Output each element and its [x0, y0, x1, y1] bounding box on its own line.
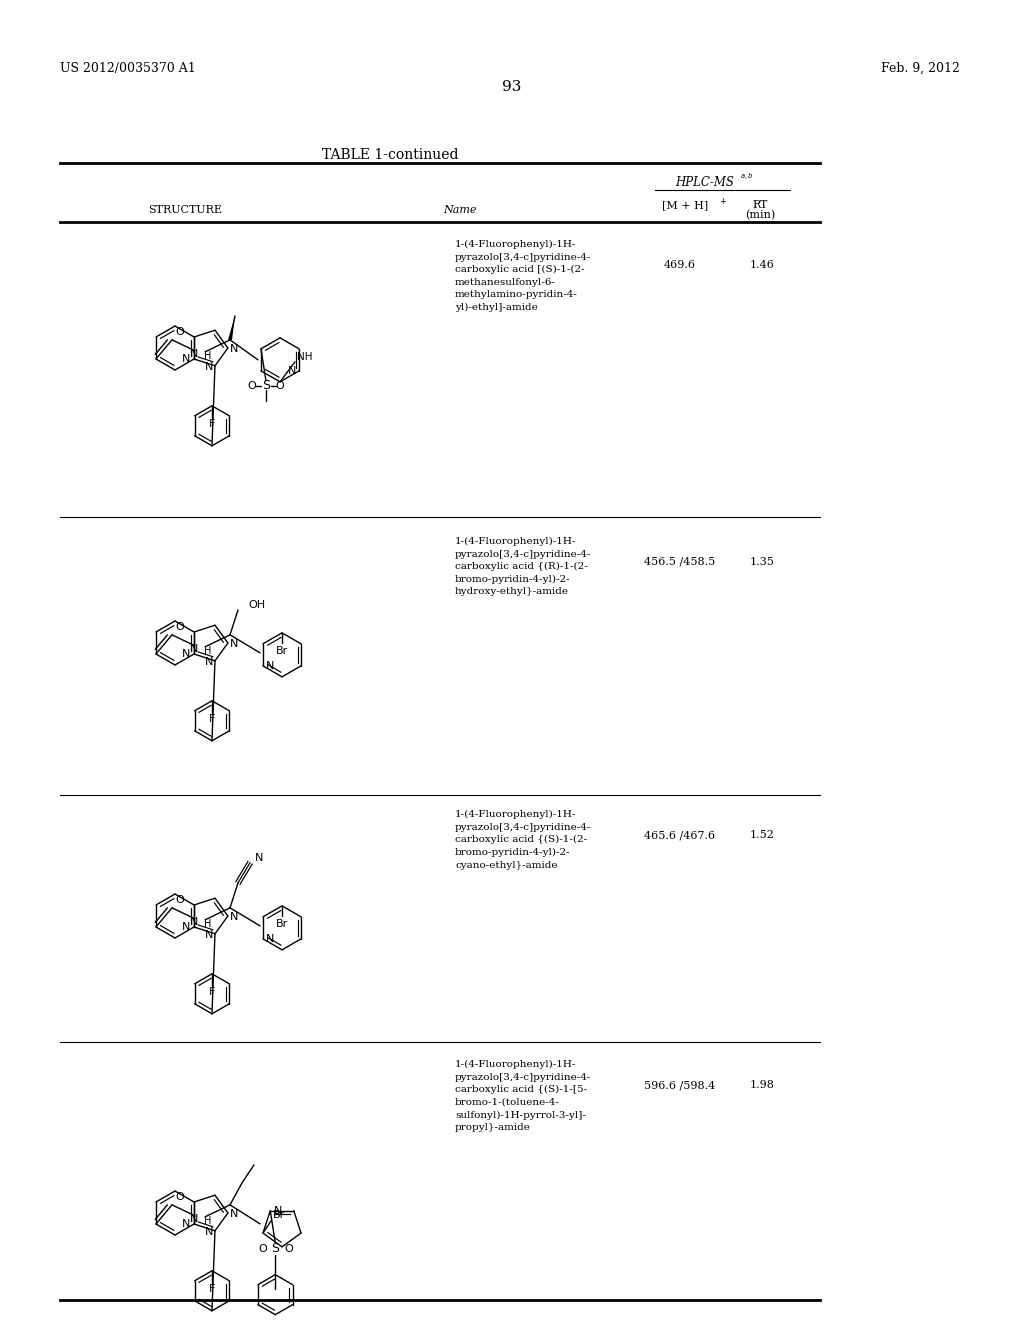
- Text: N: N: [230, 1209, 239, 1218]
- Text: N: N: [181, 354, 190, 364]
- Text: N: N: [181, 921, 190, 932]
- Text: +: +: [719, 197, 726, 206]
- Text: HPLC-MS: HPLC-MS: [676, 176, 734, 189]
- Text: H: H: [204, 919, 211, 929]
- Text: TABLE 1-continued: TABLE 1-continued: [322, 148, 459, 162]
- Text: O: O: [258, 1243, 266, 1254]
- Text: N: N: [189, 348, 198, 359]
- Text: (min): (min): [744, 210, 775, 220]
- Text: O: O: [175, 327, 183, 337]
- Text: N: N: [189, 917, 198, 927]
- Text: 1.52: 1.52: [750, 830, 774, 840]
- Text: [M + H]: [M + H]: [662, 201, 709, 210]
- Text: $^{a,b}$: $^{a,b}$: [740, 173, 754, 183]
- Text: 456.5 /458.5: 456.5 /458.5: [644, 557, 716, 568]
- Text: 596.6 /598.4: 596.6 /598.4: [644, 1080, 716, 1090]
- Text: Feb. 9, 2012: Feb. 9, 2012: [881, 62, 961, 75]
- Text: 1.98: 1.98: [750, 1080, 774, 1090]
- Text: STRUCTURE: STRUCTURE: [148, 205, 222, 215]
- Text: O: O: [175, 1192, 183, 1201]
- Text: 1-(4-Fluorophenyl)-1H-
pyrazolo[3,4-c]pyridine-4-
carboxylic acid {(S)-1-(2-
bro: 1-(4-Fluorophenyl)-1H- pyrazolo[3,4-c]py…: [455, 810, 592, 870]
- Text: 93: 93: [503, 81, 521, 94]
- Text: N: N: [255, 853, 263, 863]
- Text: O: O: [248, 381, 256, 391]
- Text: 1-(4-Fluorophenyl)-1H-
pyrazolo[3,4-c]pyridine-4-
carboxylic acid [(S)-1-(2-
met: 1-(4-Fluorophenyl)-1H- pyrazolo[3,4-c]py…: [455, 240, 592, 312]
- Text: N: N: [230, 345, 239, 354]
- Text: N: N: [189, 644, 198, 653]
- Text: 1-(4-Fluorophenyl)-1H-
pyrazolo[3,4-c]pyridine-4-
carboxylic acid {(R)-1-(2-
bro: 1-(4-Fluorophenyl)-1H- pyrazolo[3,4-c]py…: [455, 537, 592, 597]
- Text: N: N: [205, 1226, 213, 1237]
- Text: S: S: [262, 379, 270, 392]
- Text: N: N: [288, 366, 296, 376]
- Text: O: O: [175, 622, 183, 632]
- Text: H: H: [204, 351, 211, 360]
- Text: Br: Br: [273, 1210, 286, 1220]
- Text: N: N: [266, 661, 274, 671]
- Text: NH: NH: [297, 352, 312, 362]
- Text: RT: RT: [753, 201, 768, 210]
- Text: 469.6: 469.6: [664, 260, 696, 271]
- Text: F: F: [209, 987, 215, 997]
- Text: N: N: [205, 657, 213, 667]
- Text: N: N: [205, 929, 213, 940]
- Text: O: O: [175, 895, 183, 904]
- Text: Name: Name: [443, 205, 477, 215]
- Text: 1.46: 1.46: [750, 260, 774, 271]
- Text: N: N: [266, 933, 274, 944]
- Text: N: N: [274, 1205, 283, 1216]
- Text: O: O: [275, 381, 285, 391]
- Text: F: F: [209, 714, 215, 723]
- Text: OH: OH: [248, 599, 265, 610]
- Text: N: N: [181, 1218, 190, 1229]
- Text: 465.6 /467.6: 465.6 /467.6: [644, 830, 716, 840]
- Text: F: F: [209, 418, 215, 429]
- Text: N: N: [189, 1214, 198, 1224]
- Text: H: H: [204, 1216, 211, 1226]
- Text: O: O: [284, 1243, 293, 1254]
- Text: F: F: [209, 1284, 215, 1294]
- Text: Br: Br: [275, 919, 288, 929]
- Text: H: H: [204, 645, 211, 656]
- Text: 1.35: 1.35: [750, 557, 774, 568]
- Text: S: S: [271, 1242, 280, 1255]
- Text: N: N: [181, 649, 190, 659]
- Text: N: N: [205, 362, 213, 372]
- Text: 1-(4-Fluorophenyl)-1H-
pyrazolo[3,4-c]pyridine-4-
carboxylic acid {(S)-1-[5-
bro: 1-(4-Fluorophenyl)-1H- pyrazolo[3,4-c]py…: [455, 1060, 592, 1133]
- Text: N: N: [230, 639, 239, 649]
- Text: US 2012/0035370 A1: US 2012/0035370 A1: [60, 62, 196, 75]
- Text: N: N: [230, 912, 239, 921]
- Polygon shape: [228, 315, 236, 339]
- Text: Br: Br: [275, 645, 288, 656]
